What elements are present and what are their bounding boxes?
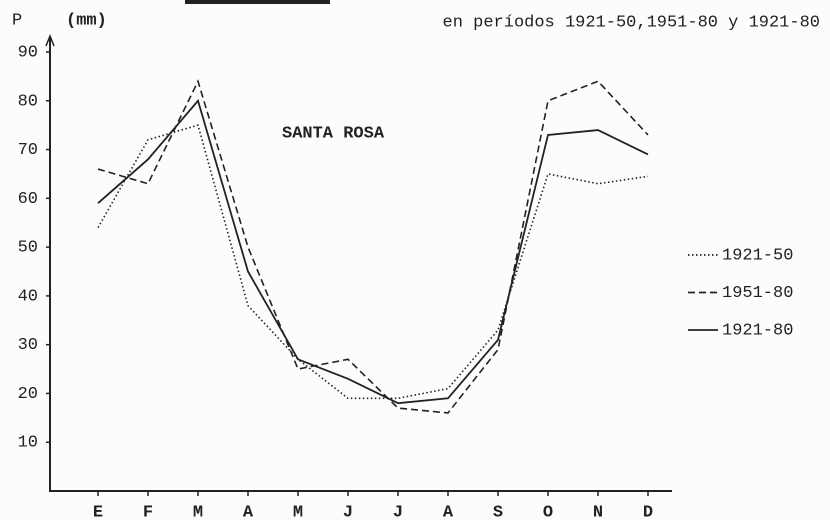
series-line [97, 79, 649, 414]
y-axis-unit: (mm) [66, 11, 107, 30]
y-axis-label: P [12, 11, 22, 30]
x-tick-label: F [143, 503, 153, 520]
x-tick-label: S [493, 503, 503, 520]
x-tick-label: A [443, 503, 454, 520]
x-tick-label: O [543, 503, 553, 520]
legend-label: 1951-80 [722, 284, 793, 303]
x-tick-label: N [593, 503, 603, 520]
x-tick-label: J [343, 503, 353, 520]
x-tick-label: J [393, 503, 403, 520]
y-tick-label: 60 [18, 190, 38, 209]
y-tick-label: 90 [18, 43, 38, 62]
y-tick-label: 40 [18, 287, 38, 306]
y-tick-label: 30 [18, 336, 38, 355]
legend-label: 1921-80 [722, 321, 793, 340]
x-tick-label: M [193, 503, 203, 520]
legend-label: 1921-50 [722, 246, 793, 265]
series-line [97, 124, 649, 400]
y-tick-label: 70 [18, 141, 38, 160]
chart-title: en períodos 1921-50,1951-80 y 1921-80 [443, 13, 820, 32]
y-tick-label: 20 [18, 385, 38, 404]
y-tick-label: 80 [18, 92, 38, 111]
cut-off-title-underline [185, 0, 330, 4]
y-tick-label: 50 [18, 239, 38, 258]
x-tick-label: M [293, 503, 303, 520]
x-tick-label: E [93, 503, 103, 520]
y-tick-label: 10 [18, 434, 38, 453]
series-line [97, 98, 649, 405]
y-axis-arrow [45, 33, 55, 47]
x-tick-label: A [243, 503, 254, 520]
annotation: SANTA ROSA [282, 124, 385, 143]
x-tick-label: D [643, 503, 653, 520]
